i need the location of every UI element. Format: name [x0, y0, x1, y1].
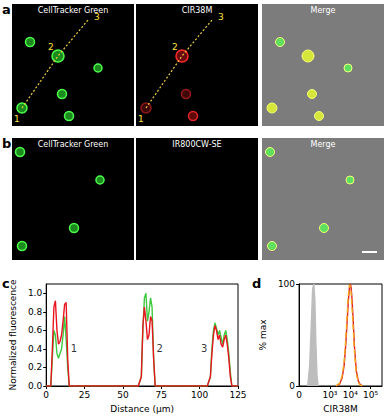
- svg-text:100: 100: [278, 279, 295, 289]
- svg-text:0.6: 0.6: [28, 325, 43, 335]
- svg-text:1: 1: [71, 343, 77, 354]
- svg-text:0.2: 0.2: [28, 362, 42, 372]
- svg-text:10⁵: 10⁵: [363, 390, 378, 400]
- svg-text:75: 75: [156, 390, 167, 400]
- svg-text:3: 3: [218, 12, 224, 22]
- svg-text:10³: 10³: [322, 390, 337, 400]
- svg-text:% max: % max: [258, 319, 268, 351]
- svg-text:0: 0: [43, 390, 49, 400]
- svg-text:100: 100: [191, 390, 208, 400]
- svg-text:0.4: 0.4: [28, 344, 43, 354]
- svg-text:0.0: 0.0: [28, 381, 43, 391]
- svg-text:2: 2: [157, 343, 163, 354]
- svg-text:25: 25: [79, 390, 90, 400]
- svg-text:125: 125: [229, 390, 246, 400]
- html-text:d: d: [252, 276, 262, 291]
- svg-text:0: 0: [296, 390, 302, 400]
- svg-text:50: 50: [117, 390, 129, 400]
- svg-text:Merge: Merge: [311, 6, 336, 15]
- svg-text:1: 1: [138, 114, 144, 124]
- svg-text:0.8: 0.8: [28, 307, 43, 317]
- svg-text:CIR38M: CIR38M: [323, 404, 357, 414]
- svg-text:IR800CW-SE: IR800CW-SE: [172, 140, 221, 149]
- html-text:b: b: [2, 136, 12, 151]
- svg-text:2: 2: [48, 42, 54, 52]
- svg-text:1: 1: [14, 114, 20, 124]
- svg-text:CIR38M: CIR38M: [182, 6, 213, 15]
- svg-text:3: 3: [201, 343, 207, 354]
- svg-text:0: 0: [289, 381, 295, 391]
- svg-text:Merge: Merge: [311, 140, 336, 149]
- svg-text:1.0: 1.0: [28, 288, 43, 298]
- svg-text:3: 3: [94, 12, 100, 22]
- html-text:a: a: [2, 2, 11, 17]
- svg-text:10⁴: 10⁴: [343, 390, 358, 400]
- svg-text:Normalized fluorescence: Normalized fluorescence: [8, 279, 18, 391]
- svg-text:CellTracker Green: CellTracker Green: [38, 6, 109, 15]
- svg-text:Distance (μm): Distance (μm): [110, 404, 174, 414]
- svg-text:CellTracker Green: CellTracker Green: [38, 140, 109, 149]
- html-text:c: c: [2, 276, 10, 291]
- svg-text:2: 2: [172, 42, 178, 52]
